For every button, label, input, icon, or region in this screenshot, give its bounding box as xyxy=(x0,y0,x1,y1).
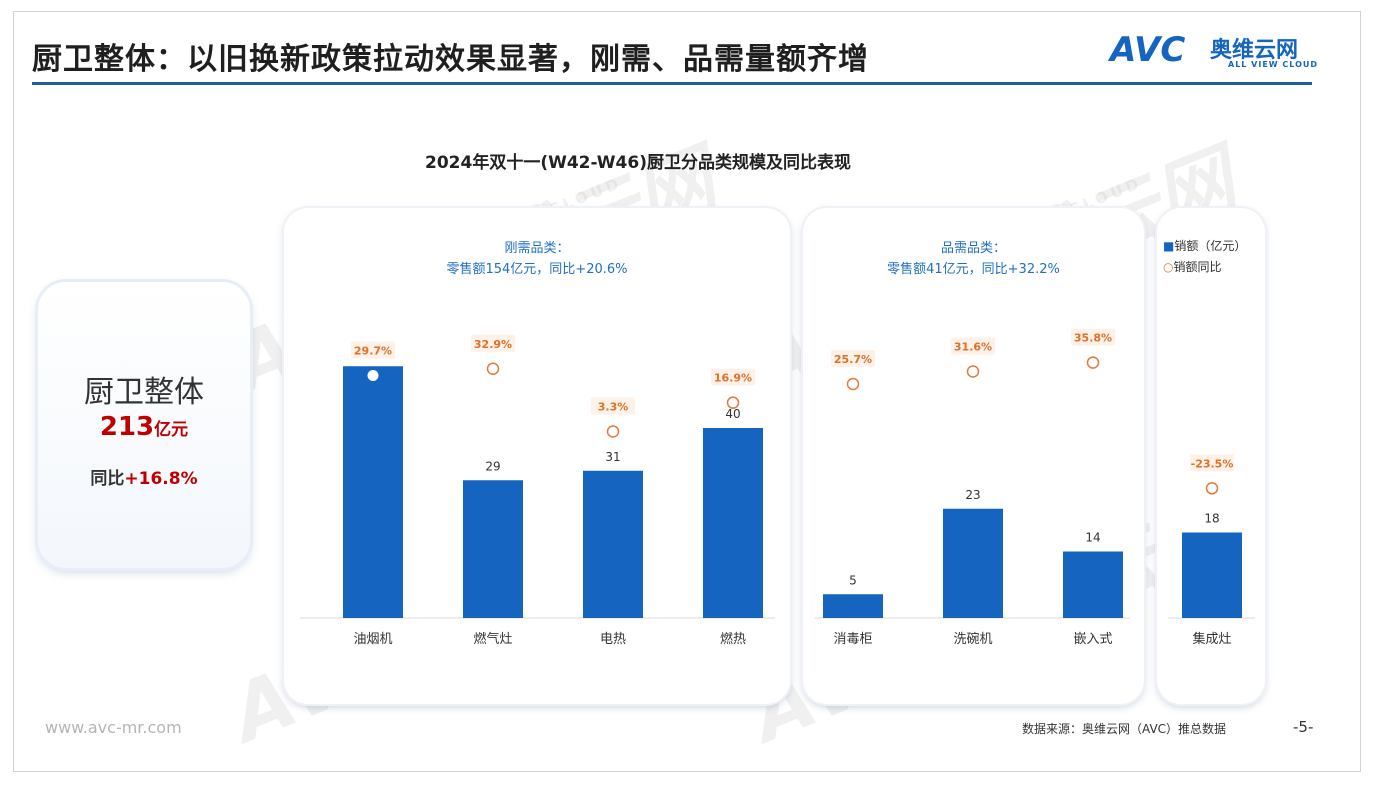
category-label: 油烟机 xyxy=(353,632,392,647)
bar-value-label: 23 xyxy=(965,488,980,502)
yoy-label-bg xyxy=(1190,454,1234,472)
legend-yoy: ○销额同比 xyxy=(1163,257,1246,278)
bar-value-label: 31 xyxy=(605,450,620,464)
legend-sales: ■销额（亿元） xyxy=(1163,236,1246,257)
bar-3 xyxy=(583,470,643,618)
chart-legend: ■销额（亿元） ○销额同比 xyxy=(1163,236,1246,278)
yoy-label: 31.6% xyxy=(954,341,992,354)
title-underline xyxy=(32,82,1312,85)
yoy-label-bg xyxy=(471,334,515,352)
category-label: 燃气灶 xyxy=(473,631,512,647)
yoy-marker xyxy=(1086,356,1100,369)
bar-5 xyxy=(823,594,883,618)
summary-title: 厨卫整体 xyxy=(84,375,204,410)
panel-premium-line1: 品需品类： xyxy=(940,241,1006,256)
legend-sales-label: 销额（亿元） xyxy=(1174,239,1247,253)
logo-en: ALL VIEW CLOUD xyxy=(1228,60,1319,69)
bar-2 xyxy=(463,480,523,618)
yoy-marker xyxy=(1205,482,1219,495)
panel-premium-line2: 零售额41亿元，同比+32.2% xyxy=(887,262,1060,277)
summary-unit: 亿元 xyxy=(154,420,189,440)
bar-value-label: 5 xyxy=(849,573,857,587)
avc-logo: AVC 奥维云网 ALL VIEW CLOUD xyxy=(1110,30,1320,80)
logo-mark: AVC xyxy=(1110,30,1186,70)
yoy-label-bg xyxy=(831,350,875,368)
page-title: 厨卫整体：以旧换新政策拉动效果显著，刚需、品需量额齐增 xyxy=(32,42,869,77)
yoy-label: 3.3% xyxy=(598,401,629,414)
bar-8 xyxy=(1182,532,1242,618)
yoy-label-bg xyxy=(951,337,995,355)
panel-rigid-line2: 零售额154亿元，同比+20.6% xyxy=(446,262,628,277)
yoy-marker xyxy=(486,362,500,376)
bar-value-label: 40 xyxy=(725,407,740,421)
yoy-label: 35.8% xyxy=(1074,332,1112,345)
summary-value: 213亿元 xyxy=(38,412,250,442)
legend-yoy-marker: ○ xyxy=(1163,260,1174,274)
bar-value-label: 29 xyxy=(485,459,500,473)
yoy-label-bg xyxy=(591,397,635,415)
summary-amount: 213 xyxy=(99,412,155,442)
yoy-label: 16.9% xyxy=(714,372,752,385)
footer-url[interactable]: www.avc-mr.com xyxy=(45,718,182,737)
yoy-label: 32.9% xyxy=(474,338,512,351)
summary-yoy: 同比+16.8% xyxy=(38,464,250,489)
bar-value-label: 14 xyxy=(1085,531,1100,545)
yoy-marker xyxy=(966,365,980,378)
category-label: 燃热 xyxy=(720,631,746,647)
panel-rigid-head: 刚需品类： 零售额154亿元，同比+20.6% xyxy=(284,238,790,280)
category-label: 集成灶 xyxy=(1192,631,1231,647)
yoy-label-bg xyxy=(351,341,395,359)
category-label: 洗碗机 xyxy=(953,631,992,647)
legend-yoy-label: 销额同比 xyxy=(1173,260,1222,274)
summary-yoy-value: +16.8% xyxy=(124,469,198,489)
bar-6 xyxy=(943,508,1003,618)
bar-value-label: 18 xyxy=(1204,512,1219,526)
bar-7 xyxy=(1063,551,1123,618)
category-label: 电热 xyxy=(600,632,626,647)
yoy-label: 25.7% xyxy=(834,353,872,366)
yoy-label: 29.7% xyxy=(354,345,392,358)
yoy-label-bg xyxy=(711,368,755,386)
page-number: -5- xyxy=(1293,718,1314,736)
bar-1 xyxy=(343,366,403,618)
category-label: 嵌入式 xyxy=(1073,632,1112,647)
footer-source: 数据来源：奥维云网（AVC）推总数据 xyxy=(1022,722,1227,736)
summary-card: 厨卫整体 213亿元 同比+16.8% xyxy=(38,282,250,568)
panel-premium: 品需品类： 零售额41亿元，同比+32.2% xyxy=(803,208,1144,704)
yoy-marker xyxy=(606,425,620,438)
panel-rigid-line1: 刚需品类： xyxy=(504,241,570,256)
yoy-marker xyxy=(846,377,860,391)
yoy-label: -23.5% xyxy=(1191,457,1234,470)
yoy-marker xyxy=(367,370,379,382)
category-label: 消毒柜 xyxy=(833,632,872,647)
chart-title: 2024年双十一(W42-W46)厨卫分品类规模及同比表现 xyxy=(425,153,851,173)
yoy-marker xyxy=(726,396,740,409)
yoy-label-bg xyxy=(1071,328,1115,346)
logo-cn: 奥维云网 xyxy=(1210,38,1299,63)
summary-yoy-label: 同比 xyxy=(90,469,125,489)
legend-sales-marker: ■ xyxy=(1163,239,1175,253)
bar-4 xyxy=(703,428,763,618)
panel-premium-head: 品需品类： 零售额41亿元，同比+32.2% xyxy=(803,238,1144,280)
